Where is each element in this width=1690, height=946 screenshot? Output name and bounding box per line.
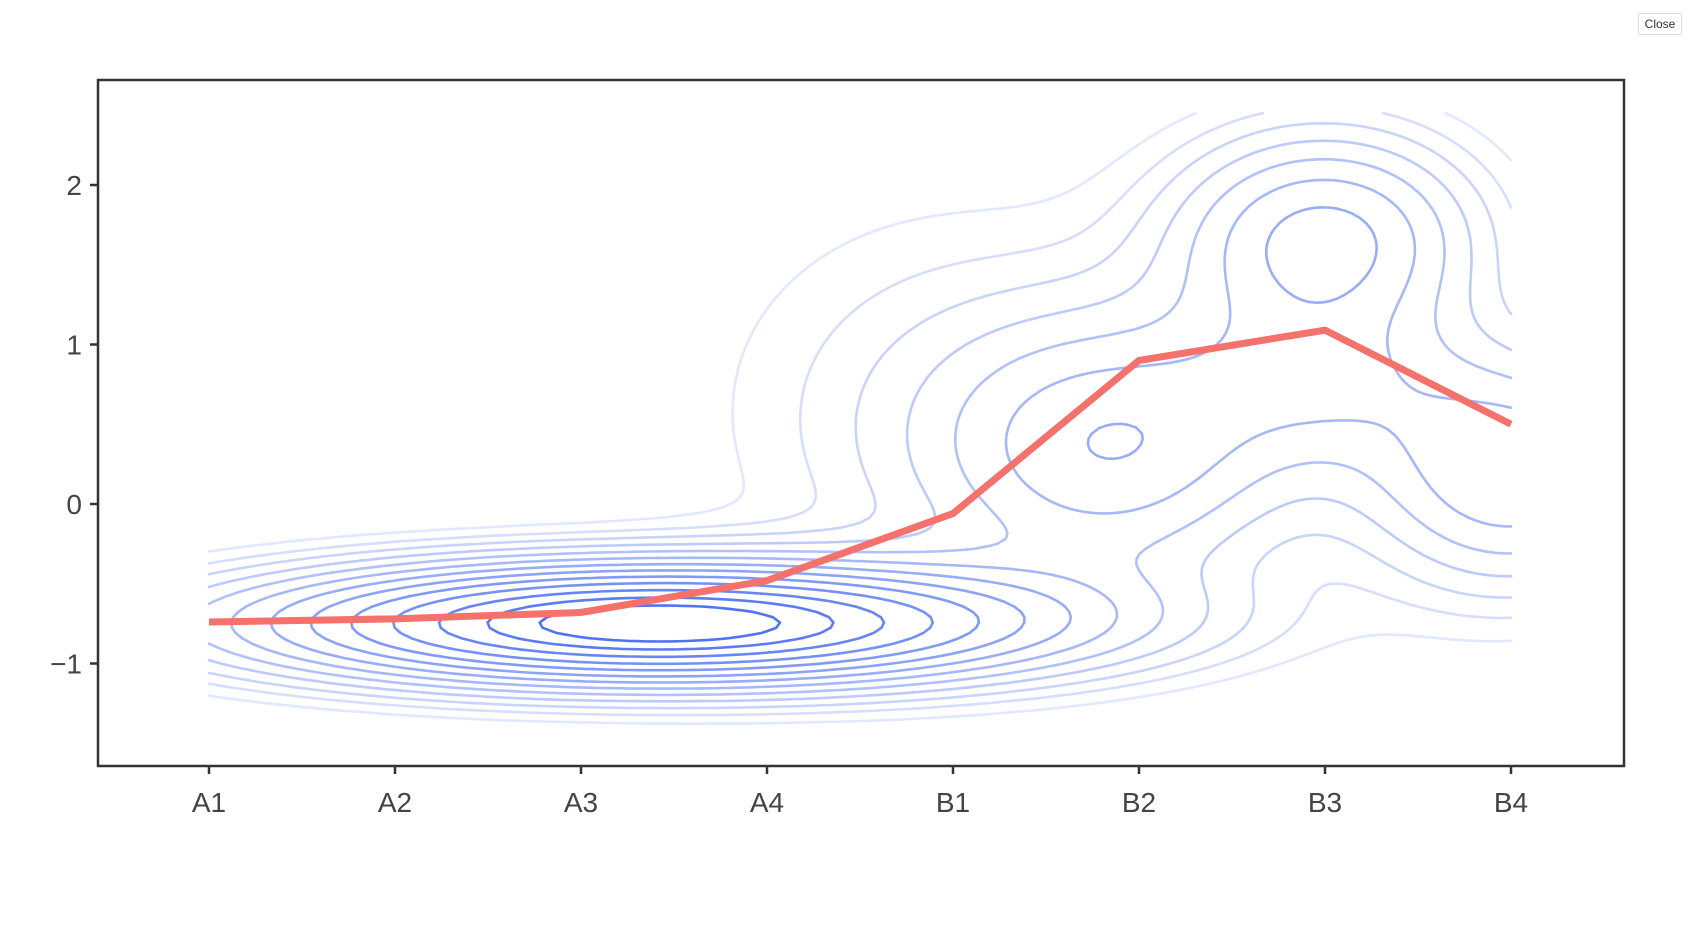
y-tick-label: 2 bbox=[66, 170, 82, 201]
series-lines bbox=[208, 326, 1513, 626]
contour-level bbox=[437, 588, 886, 659]
x-tick-label: A2 bbox=[378, 787, 412, 818]
y-tick-label: 0 bbox=[66, 489, 82, 520]
x-tick-label: B4 bbox=[1494, 787, 1528, 818]
x-tick-label: A3 bbox=[564, 787, 598, 818]
x-tick-label: B2 bbox=[1122, 787, 1156, 818]
y-tick-label: 1 bbox=[66, 330, 82, 361]
x-tick-label: B3 bbox=[1308, 787, 1342, 818]
contour-level bbox=[207, 157, 1513, 697]
contour-level bbox=[309, 569, 1026, 678]
series-line bbox=[208, 326, 1513, 626]
contour-level bbox=[229, 178, 1513, 690]
contour-level bbox=[207, 122, 1513, 710]
x-tick-label: A1 bbox=[192, 787, 226, 818]
y-axis: −1 0 1 2 bbox=[50, 170, 98, 680]
contour-level bbox=[207, 139, 1513, 703]
y-tick-label: −1 bbox=[50, 649, 82, 680]
plot-frame bbox=[96, 78, 1626, 768]
contour-level bbox=[269, 206, 1378, 684]
x-tick-label: B1 bbox=[936, 787, 970, 818]
close-button[interactable]: Close bbox=[1638, 13, 1682, 35]
contour-level bbox=[392, 581, 935, 666]
contour-level bbox=[349, 575, 981, 672]
density-contours bbox=[207, 111, 1513, 725]
contour-level bbox=[207, 111, 1513, 717]
x-tick-label: A4 bbox=[750, 787, 784, 818]
contour-level bbox=[207, 111, 1513, 725]
x-axis: A1 A2 A3 A4 B1 B2 B3 B4 bbox=[192, 766, 1528, 818]
